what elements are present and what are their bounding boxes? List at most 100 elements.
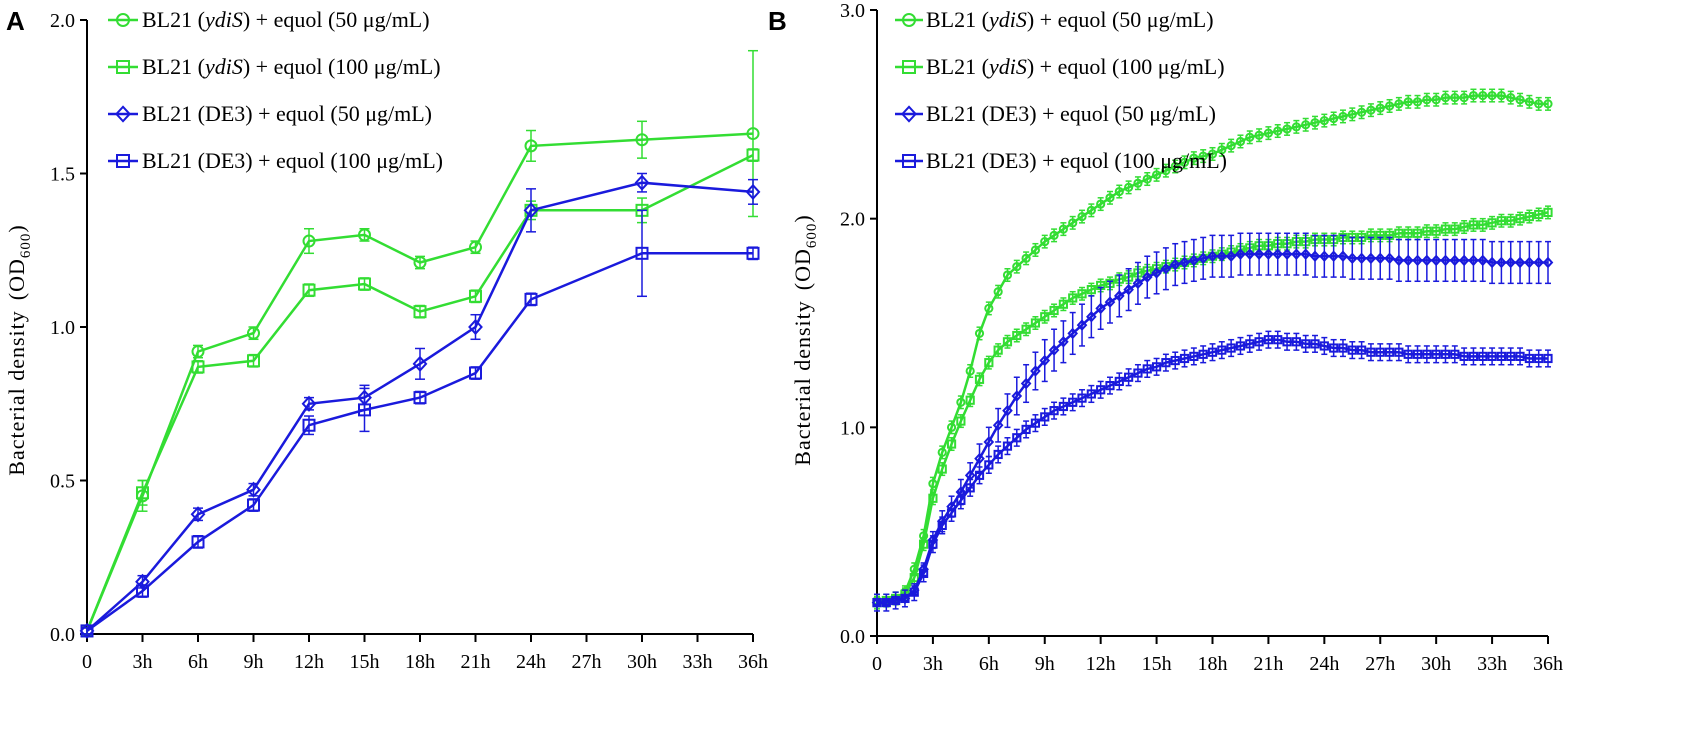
panel-b-legend-strain: BL21 ( (926, 7, 989, 32)
panel-b-legend-strain: BL21 (DE3) (926, 101, 1037, 126)
panel-b-data-point (1096, 199, 1106, 209)
panel-b-data-point (1263, 128, 1274, 138)
panel-b-data-point (937, 447, 947, 457)
panel-b-data-point (1412, 97, 1423, 107)
panel-b-data-point (992, 419, 1004, 432)
panel-b-data-point (1105, 381, 1115, 391)
panel-b-data-point (1104, 296, 1116, 308)
panel-b-data-point (909, 587, 919, 597)
panel-b-data-point (1543, 99, 1553, 109)
panel-b-data-point (1487, 218, 1497, 228)
panel-b-data-point (1281, 248, 1293, 260)
panel-b-legend-marker (902, 13, 916, 27)
panel-b-data-point (1422, 95, 1432, 105)
panel-a-x-tick-label: 18h (405, 651, 435, 673)
panel-a-legend-label: BL21 (ydiS) + equol (100 μg/mL) (142, 54, 441, 79)
panel-b-x-tick-label: 15h (1142, 653, 1172, 675)
panel-b-data-point (1124, 182, 1134, 192)
panel-b-data-point (984, 303, 994, 313)
panel-a-legend-treatment: + equol (50 μg/mL) (253, 101, 432, 126)
panel-b-data-point (1254, 130, 1264, 140)
panel-b-ylabel-sub: 600 (804, 223, 820, 249)
panel-b-data-point (946, 422, 957, 432)
panel-b-data-point (928, 493, 938, 503)
panel-a-data-point (302, 234, 316, 248)
panel-b-data-point (1049, 305, 1059, 316)
panel-b-data-point (937, 520, 947, 531)
panel-b-legend-treatment: + equol (100 μg/mL) (1037, 148, 1227, 173)
panel-b-data-point (1487, 90, 1497, 101)
panel-b-data-point (1207, 347, 1218, 357)
svg-text:Bacterial density(OD600): Bacterial density (OD600) (4, 224, 34, 475)
panel-b-data-point (1506, 351, 1516, 361)
panel-b-data-point (984, 358, 994, 368)
panel-a-y-tick-label: 1.0 (50, 317, 75, 339)
panel-b-data-point (1487, 351, 1497, 361)
panel-b-data-point (1151, 267, 1162, 279)
panel-b-x-tick-label: 27h (1365, 653, 1395, 675)
panel-b-data-point (1478, 351, 1488, 361)
panel-b-data-point (1113, 290, 1125, 302)
panel-b-data-point (974, 470, 985, 480)
panel-a-x-tick-label: 30h (627, 651, 657, 673)
panel-b-y-tick-label: 1.0 (840, 417, 865, 439)
panel-b-data-point (1301, 120, 1311, 130)
panel-b-data-point (1105, 193, 1115, 203)
panel-b-data-point (1282, 124, 1292, 134)
panel-b-data-point (1486, 256, 1498, 269)
panel-b-data-point (1021, 253, 1031, 263)
panel-b-data-point (1496, 351, 1507, 361)
panel-a-x-tick-label: 15h (350, 651, 380, 673)
panel-b-data-point (1020, 377, 1032, 390)
panel-b-data-point (1133, 178, 1143, 188)
panel-a-x-tick-label: 9h (244, 651, 264, 673)
panel-b-data-point (1263, 335, 1274, 345)
panel-a-data-point (247, 498, 260, 512)
panel-a-x-tick-label: 33h (683, 651, 713, 673)
panel-b-data-point (984, 460, 994, 470)
panel-b-data-point (1468, 254, 1479, 267)
panel-b-data-point (1151, 170, 1162, 180)
panel-b-data-point (900, 593, 910, 604)
panel-b-data-point (1338, 343, 1348, 353)
panel-b-data-point (1225, 250, 1237, 263)
panel-b-data-point (1086, 285, 1096, 295)
panel-b-data-point (1058, 299, 1068, 309)
panel-b-axes: 0.0 1.0 2.0 3.0 0 3h 6h 9h 12h 15h 18h 21h 24h 27h 30h… (840, 0, 1563, 675)
panel-b-data-point (993, 345, 1003, 355)
panel-b-legend-marker (902, 60, 916, 74)
panel-a-legend-strain: BL21 (DE3) (142, 148, 253, 173)
panel-b-data-point (1040, 312, 1050, 322)
panel-b-data-point (1077, 393, 1087, 403)
panel-b-data-point (1114, 376, 1124, 387)
panel-b-series-4 (872, 330, 1553, 612)
svg-text:Bacterial density(OD600): Bacterial density (OD600) (790, 214, 820, 465)
panel-b-data-point (1365, 252, 1377, 265)
panel-b-legend-label: BL21 (DE3) + equol (50 μg/mL) (926, 101, 1216, 126)
panel-b-legend-strain: BL21 ( (926, 54, 989, 79)
panel-b-data-point (1011, 390, 1023, 402)
panel-b-data-point (1291, 248, 1302, 260)
panel-b-y-tick-label: 3.0 (840, 0, 865, 22)
panel-b-data-point (1534, 353, 1544, 364)
panel-b-data-point (1450, 224, 1460, 234)
panel-b-data-point (1496, 256, 1507, 269)
panel-b-data-point (1123, 283, 1134, 296)
panel-b-legend-item-2: BL21 (ydiS) + equol (100 μg/mL) (895, 54, 1225, 79)
panel-b-data-point (1068, 397, 1078, 407)
panel-b-data-point (1086, 205, 1096, 215)
panel-b-data-point (1459, 93, 1469, 103)
panel-a-series-line (86, 181, 754, 632)
panel-b-data-point (1515, 351, 1525, 361)
panel-b-y-tick-label: 2.0 (840, 209, 865, 231)
panel-b-data-point (1161, 358, 1171, 368)
panel-b: B Bacterial density(OD600) 0.01.02.03.00… (768, 0, 1563, 675)
panel-b-data-point (965, 483, 975, 493)
panel-b-data-point (1506, 93, 1516, 103)
panel-a-x-tick-label: 27h (572, 651, 602, 673)
panel-b-data-point (928, 539, 938, 549)
panel-b-data-point (1374, 252, 1386, 265)
panel-b-data-point (1133, 368, 1143, 378)
panel-b-data-point (974, 452, 985, 465)
panel-b-data-point (918, 568, 929, 578)
